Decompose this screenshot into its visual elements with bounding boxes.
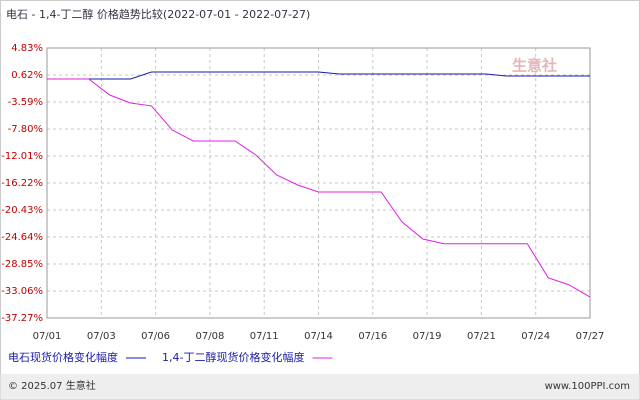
watermark: 生意社: [512, 57, 557, 75]
x-tick-label: 07/06: [141, 331, 170, 342]
y-tick-label: -33.06%: [1, 286, 43, 297]
y-tick-label: -20.43%: [1, 205, 43, 216]
x-tick-label: 07/24: [521, 331, 550, 342]
y-tick-label: -24.64%: [1, 232, 43, 243]
x-tick-label: 07/19: [413, 331, 442, 342]
y-tick-label: -7.80%: [8, 124, 43, 135]
y-tick-label: 0.62%: [11, 70, 43, 81]
y-tick-label: -28.85%: [1, 259, 43, 270]
data-line: [47, 71, 590, 80]
y-tick-label: -16.22%: [1, 178, 43, 189]
plot-border: [46, 47, 591, 319]
x-tick-label: 07/16: [358, 331, 387, 342]
y-tick-label: 4.83%: [11, 43, 43, 54]
y-tick-label: -3.59%: [8, 97, 43, 108]
x-tick-label: 07/01: [33, 331, 62, 342]
y-tick-label: -12.01%: [1, 151, 43, 162]
footer-bar: [0, 374, 640, 400]
footer-left: © 2025.07 生意社: [8, 379, 96, 392]
data-line: [47, 78, 591, 298]
x-tick-label: 07/03: [87, 331, 116, 342]
x-tick-label: 07/21: [467, 331, 496, 342]
y-tick-label: -37.27%: [1, 313, 43, 324]
footer-right: www.100PPI.com: [545, 381, 630, 392]
x-tick-label: 07/08: [195, 331, 224, 342]
legend-label: 电石现货价格变化幅度: [8, 350, 118, 364]
chart-title: 电石 - 1,4-丁二醇 价格趋势比较(2022-07-01 - 2022-07…: [6, 7, 310, 21]
legend-label: 1,4-丁二醇现货价格变化幅度: [162, 350, 304, 364]
x-tick-label: 07/27: [576, 331, 605, 342]
x-tick-label: 07/14: [304, 331, 333, 342]
x-tick-label: 07/11: [250, 331, 279, 342]
